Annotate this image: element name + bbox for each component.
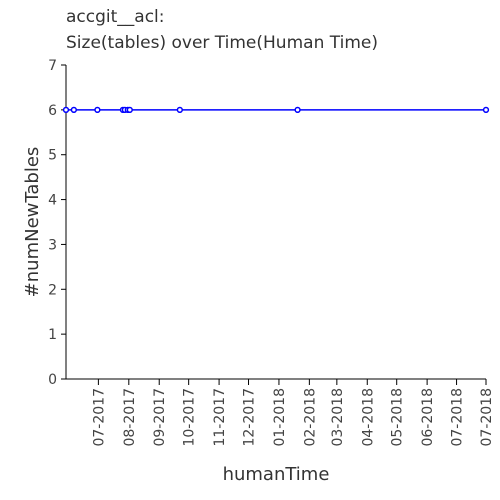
data-point bbox=[126, 106, 133, 114]
x-tick-label: 10-2017 bbox=[182, 388, 198, 447]
x-tick-label: 07-2018 bbox=[479, 388, 495, 447]
y-tick-label: 3 bbox=[48, 237, 57, 253]
x-tick-label: 04-2018 bbox=[360, 388, 376, 447]
y-tick-label: 7 bbox=[48, 58, 57, 74]
x-tick-label: 11-2017 bbox=[212, 388, 228, 447]
y-tick-label: 4 bbox=[48, 193, 57, 209]
chart-title-line-1: accgit__acl: bbox=[66, 7, 165, 27]
y-tick-label: 2 bbox=[48, 282, 57, 298]
x-tick-label: 07-2018 bbox=[450, 388, 466, 447]
chart-title-line-2: Size(tables) over Time(Human Time) bbox=[66, 33, 378, 53]
series-group bbox=[62, 106, 490, 114]
x-tick-label: 09-2017 bbox=[152, 388, 168, 447]
data-point bbox=[70, 106, 78, 114]
x-tick-label: 07-2017 bbox=[91, 388, 107, 447]
x-axis-label: humanTime bbox=[223, 464, 330, 485]
y-axis-label: #numNewTables bbox=[22, 147, 43, 298]
x-tick-label: 01-2018 bbox=[272, 388, 288, 447]
y-tick-label: 6 bbox=[48, 103, 57, 119]
data-point bbox=[62, 106, 70, 114]
y-tick-label: 5 bbox=[48, 148, 57, 164]
data-point bbox=[176, 106, 183, 114]
y-tick-label: 1 bbox=[48, 327, 57, 343]
x-tick-label: 05-2018 bbox=[390, 388, 406, 447]
x-tick-label: 06-2018 bbox=[420, 388, 436, 447]
x-tick-label: 08-2017 bbox=[122, 388, 138, 447]
data-point bbox=[482, 106, 490, 114]
axes-group: 0 1 2 3 4 5 6 7 07-2017 08-2017 09-2017 10-2017 11-2… bbox=[48, 58, 495, 447]
data-point bbox=[94, 106, 101, 114]
x-tick-label: 03-2018 bbox=[330, 388, 346, 447]
x-tick-label: 12-2017 bbox=[242, 388, 258, 447]
y-tick-label: 0 bbox=[48, 372, 57, 388]
data-point bbox=[294, 106, 301, 114]
x-tick-label: 02-2018 bbox=[302, 388, 318, 447]
